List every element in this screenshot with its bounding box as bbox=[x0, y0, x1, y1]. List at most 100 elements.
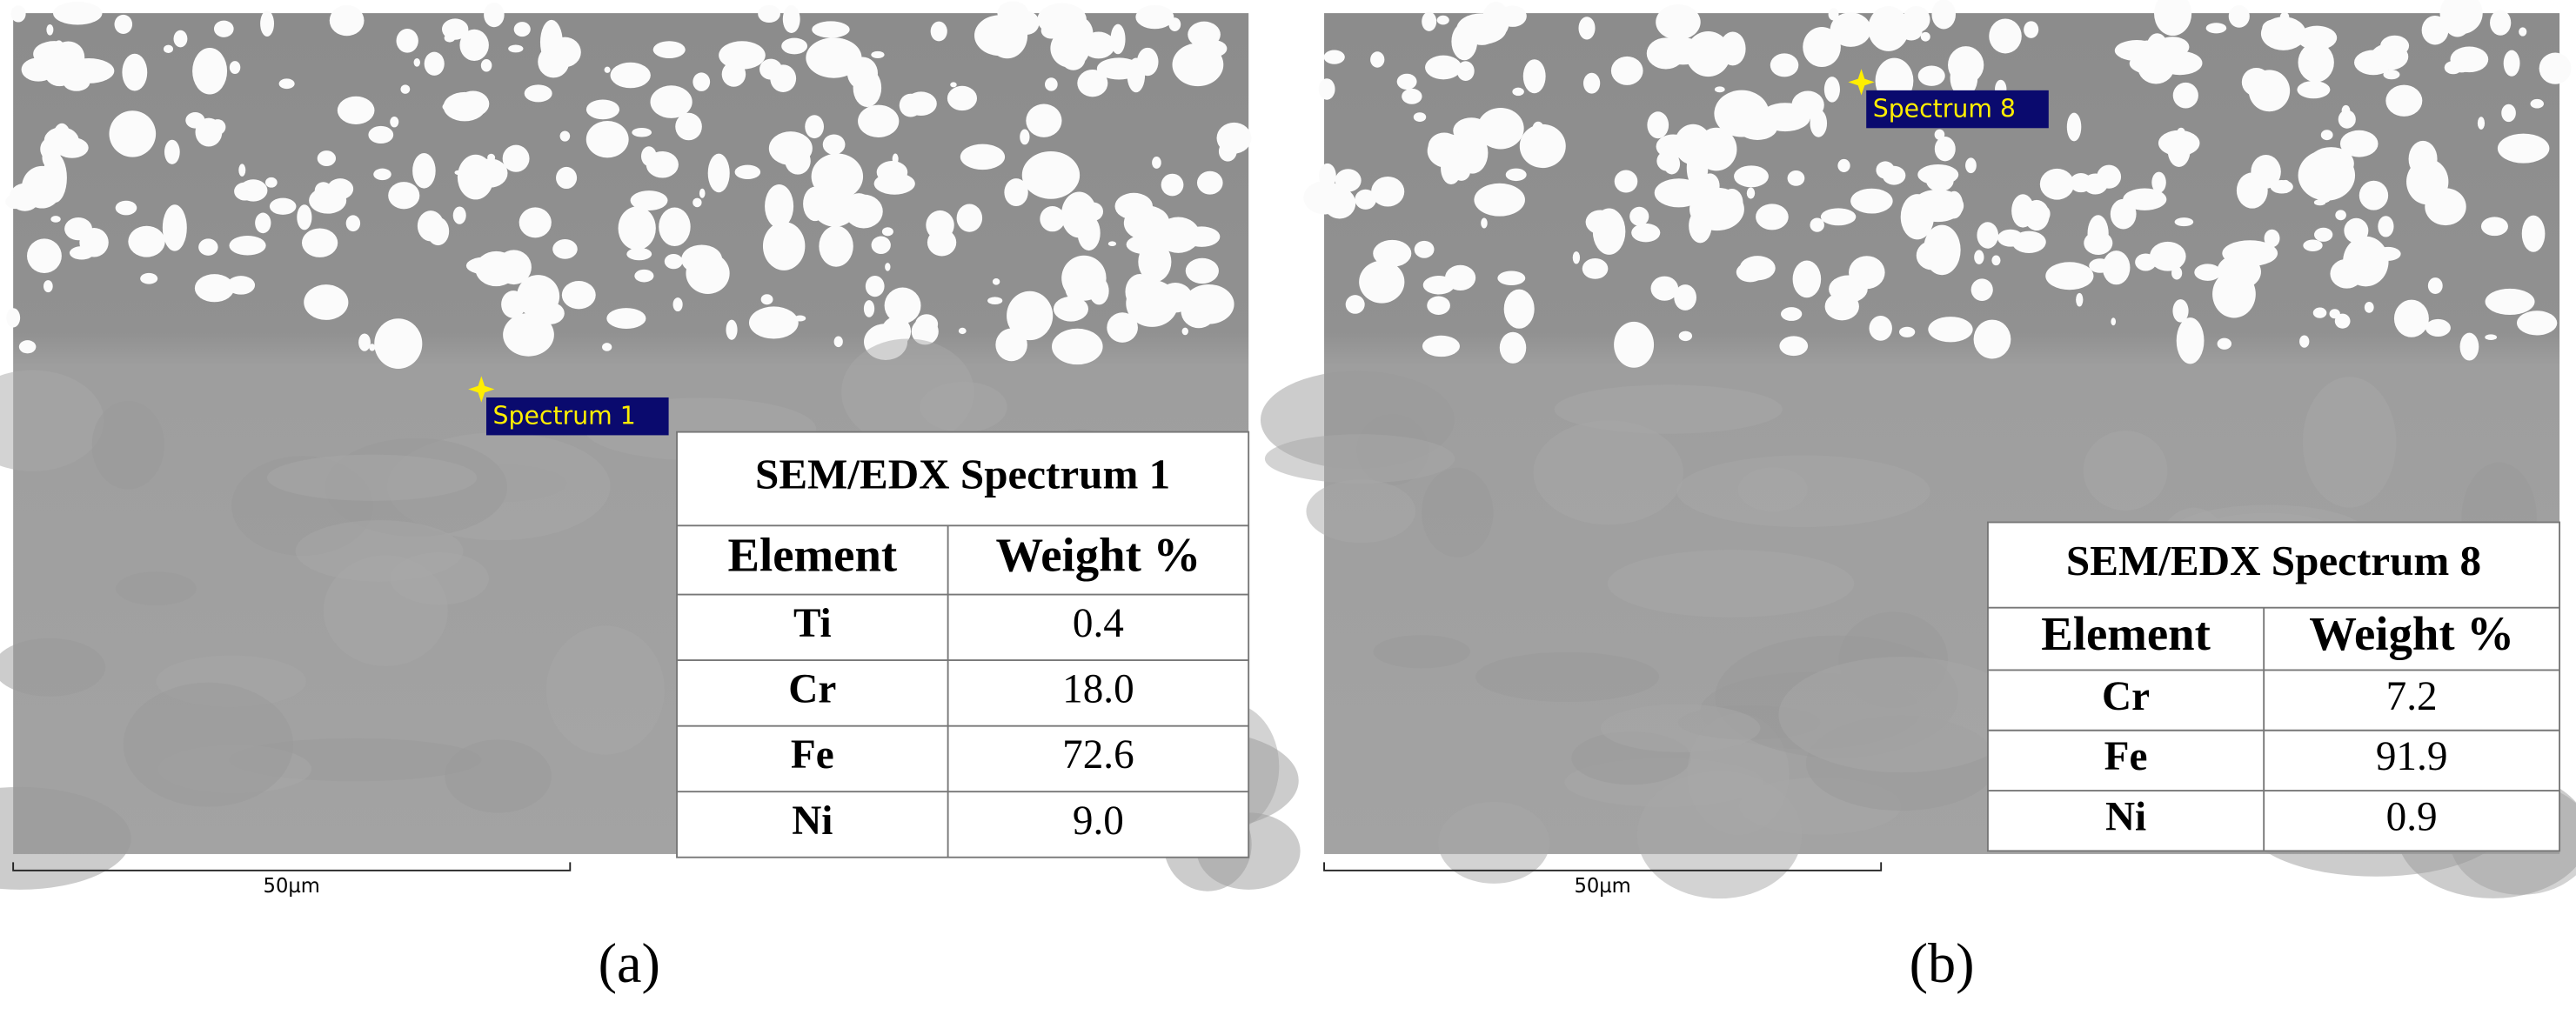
precipitate bbox=[1578, 17, 1596, 40]
precipitate bbox=[329, 4, 365, 37]
precipitate bbox=[865, 275, 885, 297]
precipitate bbox=[2154, 0, 2192, 37]
precipitate bbox=[424, 51, 445, 76]
precipitate bbox=[2480, 217, 2508, 237]
grain-shade bbox=[266, 454, 478, 501]
grain-shade bbox=[545, 625, 665, 755]
precipitate bbox=[634, 269, 654, 283]
table-bg bbox=[676, 431, 1250, 858]
precipitate bbox=[53, 2, 103, 25]
precipitate bbox=[646, 150, 679, 178]
precipitate bbox=[1770, 53, 1799, 77]
precipitate bbox=[1965, 157, 1977, 174]
scale-label: 50µm bbox=[1574, 875, 1630, 898]
precipitate bbox=[556, 166, 578, 190]
precipitate bbox=[444, 33, 456, 43]
precipitate bbox=[1868, 5, 1910, 51]
weight-cell: 72.6 bbox=[1062, 732, 1134, 778]
precipitate bbox=[2439, 0, 2483, 35]
precipitate bbox=[1824, 292, 1859, 321]
precipitate bbox=[630, 190, 668, 210]
precipitate bbox=[53, 123, 70, 148]
precipitate bbox=[443, 91, 486, 122]
precipitate bbox=[785, 147, 811, 175]
precipitate bbox=[960, 144, 1006, 170]
precipitate bbox=[2452, 56, 2472, 73]
precipitate bbox=[1945, 190, 1964, 219]
table-title: SEM/EDX Spectrum 8 bbox=[2066, 537, 2481, 584]
precipitate bbox=[726, 319, 738, 340]
precipitate bbox=[502, 144, 530, 172]
weight-cell: 91.9 bbox=[2376, 734, 2448, 779]
column-header: Element bbox=[2041, 607, 2211, 660]
spectrum-label: Spectrum 8 bbox=[1873, 95, 2016, 124]
precipitate bbox=[2167, 133, 2191, 167]
precipitate bbox=[806, 37, 862, 78]
precipitate bbox=[863, 300, 875, 317]
precipitate bbox=[1436, 15, 1449, 25]
precipitate bbox=[1582, 258, 1609, 279]
scale-bar bbox=[12, 862, 572, 871]
precipitate bbox=[1899, 326, 1916, 337]
precipitate bbox=[1989, 18, 2022, 54]
precipitate bbox=[2176, 317, 2205, 364]
precipitate bbox=[1422, 335, 1461, 357]
precipitate bbox=[819, 225, 853, 267]
precipitate bbox=[2339, 130, 2379, 157]
grain-shade bbox=[1422, 467, 1494, 558]
precipitate bbox=[1736, 262, 1764, 283]
precipitate bbox=[748, 306, 799, 339]
precipitate bbox=[1503, 289, 1535, 329]
precipitate bbox=[1592, 208, 1626, 255]
precipitate bbox=[1970, 278, 1993, 301]
precipitate bbox=[1355, 189, 1376, 210]
precipitate bbox=[43, 56, 76, 87]
precipitate bbox=[803, 186, 827, 222]
precipitate bbox=[396, 29, 418, 53]
precipitate bbox=[1065, 273, 1086, 301]
precipitate bbox=[1716, 46, 1736, 63]
precipitate bbox=[2174, 217, 2194, 227]
precipitate bbox=[1500, 204, 1516, 214]
precipitate bbox=[1040, 205, 1066, 232]
column-header: Weight % bbox=[2309, 607, 2514, 660]
precipitate bbox=[2385, 84, 2423, 117]
grain-shade bbox=[1373, 635, 1470, 669]
precipitate bbox=[115, 200, 137, 216]
precipitate bbox=[2297, 25, 2338, 50]
precipitate bbox=[1629, 206, 1649, 226]
precipitate bbox=[2501, 104, 2516, 123]
precipitate bbox=[1497, 270, 1526, 286]
precipitate bbox=[2279, 11, 2290, 23]
precipitate bbox=[1422, 11, 1437, 31]
precipitate bbox=[2111, 317, 2117, 326]
precipitate bbox=[50, 216, 61, 223]
precipitate bbox=[412, 153, 436, 189]
element-cell: Fe bbox=[2104, 734, 2148, 779]
table-bg bbox=[1986, 521, 2561, 852]
precipitate bbox=[1196, 170, 1223, 195]
precipitate bbox=[1917, 65, 1945, 86]
precipitate bbox=[2335, 210, 2346, 221]
precipitate bbox=[2299, 335, 2310, 348]
precipitate bbox=[2343, 236, 2389, 287]
precipitate bbox=[2359, 180, 2389, 210]
precipitate bbox=[1425, 55, 1462, 80]
precipitate bbox=[664, 253, 683, 270]
precipitate bbox=[699, 188, 706, 198]
precipitate bbox=[2515, 137, 2539, 156]
column-header: Weight % bbox=[996, 528, 1201, 581]
precipitate bbox=[1991, 255, 2001, 266]
precipitate bbox=[2364, 301, 2374, 313]
precipitate bbox=[1614, 170, 1638, 193]
precipitate bbox=[604, 66, 611, 73]
precipitate bbox=[2205, 23, 2227, 34]
precipitate bbox=[229, 236, 266, 256]
spectrum-label: Spectrum 1 bbox=[493, 402, 636, 431]
precipitate bbox=[1779, 336, 1809, 357]
precipitate bbox=[650, 85, 693, 118]
precipitate bbox=[1869, 316, 1892, 341]
precipitate bbox=[2530, 98, 2545, 109]
precipitate bbox=[1647, 111, 1669, 139]
